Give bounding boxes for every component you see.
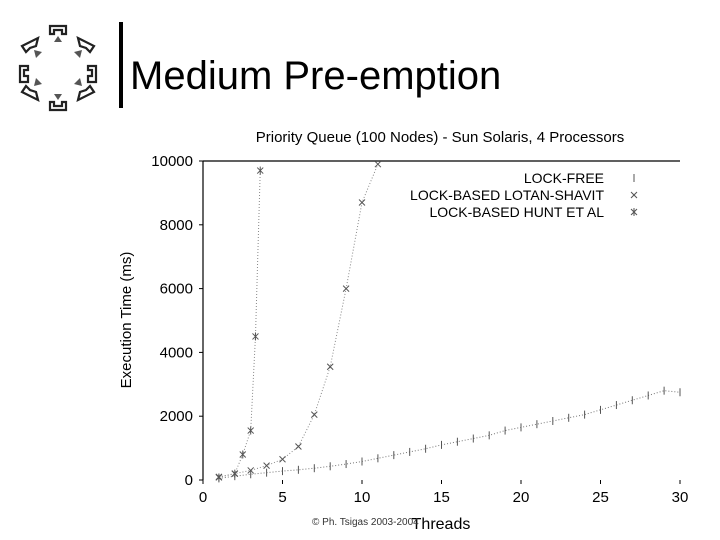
marker-stroke: [342, 285, 350, 292]
marker-stroke: [295, 443, 302, 450]
marker-stroke: [326, 363, 334, 371]
x-tick-label: 20: [513, 489, 530, 506]
data-point: [358, 199, 366, 206]
series-2: [215, 160, 382, 481]
series-line: [218, 163, 379, 478]
data-point: [310, 411, 318, 418]
data-point: [215, 473, 223, 482]
data-point: [247, 426, 255, 435]
data-point: [279, 455, 286, 463]
hexagon-arrows-logo-icon: [18, 24, 98, 112]
y-axis-label: Execution Time (ms): [118, 252, 135, 389]
y-tick-label: 8000: [160, 217, 193, 234]
data-point: [239, 450, 247, 459]
x-tick-label: 5: [278, 489, 286, 506]
legend-label: LOCK-BASED HUNT ET AL: [429, 204, 604, 220]
data-point: [342, 285, 350, 292]
slide-title: Medium Pre-emption: [130, 54, 502, 98]
x-tick-label: 0: [199, 489, 207, 506]
title-divider: [119, 22, 123, 108]
data-point: [256, 166, 264, 175]
marker-stroke: [263, 462, 270, 469]
copyright-footer: © Ph. Tsigas 2003-2004: [312, 517, 419, 528]
data-point: [295, 443, 302, 450]
y-tick-label: 10000: [151, 153, 193, 170]
y-tick-label: 2000: [160, 408, 193, 425]
data-point: [263, 462, 270, 469]
data-point: [252, 332, 259, 341]
y-tick-label: 4000: [160, 344, 193, 361]
data-point: [231, 469, 239, 478]
data-point: [326, 363, 334, 371]
marker-stroke: [310, 411, 318, 418]
marker-stroke: [358, 199, 366, 206]
data-point: [247, 467, 255, 474]
marker-stroke: [630, 191, 638, 199]
marker-stroke: [374, 160, 382, 168]
marker-stroke: [247, 467, 255, 474]
legend-marker: [630, 208, 638, 216]
series-3: [215, 166, 264, 482]
series-1: [218, 386, 681, 483]
legend-marker: [630, 191, 638, 199]
x-tick-label: 15: [433, 489, 450, 506]
y-tick-label: 0: [185, 472, 193, 489]
chart-title: Priority Queue (100 Nodes) - Sun Solaris…: [256, 129, 625, 146]
x-tick-label: 10: [354, 489, 371, 506]
y-tick-label: 6000: [160, 281, 193, 298]
legend-label: LOCK-FREE: [524, 170, 604, 186]
data-point: [374, 160, 382, 168]
series-line: [218, 170, 261, 478]
x-axis-label: Threads: [412, 516, 471, 533]
series-line: [218, 390, 681, 479]
legend-label: LOCK-BASED LOTAN-SHAVIT: [410, 187, 604, 203]
x-tick-label: 30: [672, 489, 689, 506]
x-tick-label: 25: [592, 489, 609, 506]
marker-stroke: [279, 455, 286, 463]
